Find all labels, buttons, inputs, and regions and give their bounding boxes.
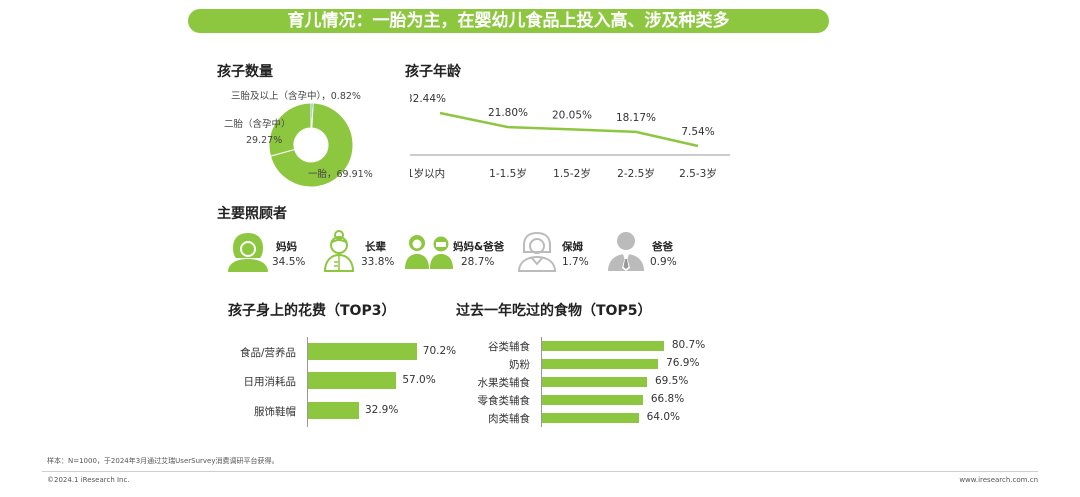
copyright: ©2024.1 iResearch Inc. <box>47 476 130 484</box>
spending-axis-line <box>307 337 308 427</box>
foods-axis-line <box>541 337 542 427</box>
spending-category-label: 服饰鞋帽 <box>254 406 296 418</box>
spending-value-label: 57.0% <box>402 374 436 386</box>
spending-value-label: 32.9% <box>364 404 399 416</box>
donut-slice <box>269 102 354 188</box>
age-category-label: 1-1.5岁 <box>489 167 527 180</box>
age-value-label: 7.54% <box>681 126 714 138</box>
caregiver-value: 28.7% <box>461 256 495 268</box>
food-value-label: 64.0% <box>646 411 680 423</box>
caregiver-name: 妈妈&爸爸 <box>453 241 505 253</box>
food-category-label: 谷类辅食 <box>488 341 530 353</box>
caregiver-value: 34.5% <box>272 256 306 268</box>
age-value-label: 18.17% <box>616 112 656 124</box>
caregiver-value: 1.7% <box>562 256 589 268</box>
spending-category-label: 食品/营养品 <box>239 347 296 359</box>
food-category-label: 奶粉 <box>509 359 530 371</box>
caregiver-name: 妈妈 <box>276 241 297 253</box>
footer-divider <box>42 471 1038 472</box>
caregiver-name: 长辈 <box>365 241 386 253</box>
food-bar <box>542 341 664 351</box>
food-bar <box>542 413 639 423</box>
age-category-label: 2.5-3岁 <box>679 167 717 180</box>
age-value-label: 21.80% <box>488 107 528 119</box>
caregivers-heading: 主要照顾者 <box>217 206 287 222</box>
children-count-heading: 孩子数量 <box>217 64 273 80</box>
food-bar <box>542 359 659 369</box>
food-category-label: 零食类辅食 <box>477 395 531 407</box>
age-category-label: 1岁以内 <box>410 167 445 180</box>
food-bar <box>542 377 647 387</box>
food-category-label: 肉类辅食 <box>488 413 530 425</box>
food-value-label: 76.9% <box>666 357 700 369</box>
age-value-label: 20.05% <box>552 109 592 121</box>
second-child-value: 29.27% <box>246 135 283 146</box>
elder-icon <box>323 230 355 272</box>
page-title: 育儿情况：一胎为主，在婴幼儿食品上投入高、涉及种类多 <box>188 9 829 33</box>
age-category-label: 1.5-2岁 <box>553 167 591 180</box>
spending-bar <box>308 343 417 360</box>
food-value-label: 69.5% <box>654 375 689 387</box>
donut-slice <box>268 102 312 157</box>
spending-bar <box>308 402 359 419</box>
sample-note: 样本：N=1000，于2024年3月通过艾瑞UserSurvey消费调研平台获得… <box>47 457 279 465</box>
spending-category-label: 日用消耗品 <box>243 376 297 388</box>
foods-heading: 过去一年吃过的食物（TOP5） <box>456 303 652 319</box>
age-value-label: 32.44% <box>410 93 446 105</box>
spending-heading: 孩子身上的花费（TOP3） <box>228 303 396 319</box>
spending-value-label: 70.2% <box>422 345 457 357</box>
nanny-icon <box>517 231 557 272</box>
food-value-label: 80.7% <box>671 339 706 351</box>
children-count-donut <box>268 102 354 188</box>
age-category-label: 2-2.5岁 <box>617 167 655 180</box>
third-child-label: 三胎及以上（含孕中），0.82% <box>231 91 361 102</box>
website-url: www.iresearch.com.cn <box>959 476 1038 484</box>
caregiver-name: 保姆 <box>562 241 583 253</box>
age-series-line <box>439 111 699 148</box>
food-value-label: 66.8% <box>650 393 685 405</box>
mother-icon <box>228 233 268 272</box>
parents-icon <box>405 235 453 269</box>
food-bar <box>542 395 643 405</box>
caregiver-value: 0.9% <box>650 256 677 268</box>
spending-bar <box>308 372 397 389</box>
child-age-heading: 孩子年龄 <box>405 64 461 80</box>
first-child-label: 一胎，69.91% <box>308 169 373 180</box>
caregiver-name: 爸爸 <box>652 241 673 253</box>
caregiver-value: 33.8% <box>361 256 395 268</box>
second-child-name: 二胎（含孕中） <box>224 119 291 130</box>
food-category-label: 水果类辅食 <box>477 377 531 389</box>
father-icon <box>608 232 644 271</box>
child-age-line-chart: 32.44% 1岁以内 21.80% 1-1.5岁 20.05% 1.5-2岁 18.17%… <box>410 93 730 180</box>
